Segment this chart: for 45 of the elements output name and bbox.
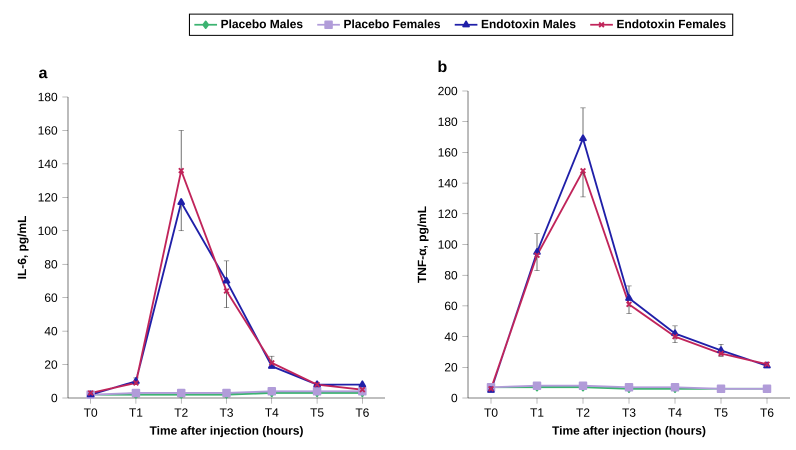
x-tick-label: T1 [129,408,142,417]
y-tick-label: 140 [38,160,58,168]
legend-label: Endotoxin Females [617,19,726,28]
x-tick-label: T3 [220,408,233,417]
y-tick-label: 80 [444,270,458,280]
legend-label: Placebo Males [221,19,303,28]
y-tick-label: 60 [444,302,458,310]
y-tick-label: 40 [444,332,458,341]
chart-title: a [39,70,48,78]
x-tick-label: T6 [760,408,774,417]
x-tick-label: T1 [530,408,544,417]
x-tick-label: T4 [668,408,682,417]
legend-label: Placebo Females [344,19,440,28]
x-axis-title: Time after injection (hours) [150,426,303,438]
y-tick-label: 160 [438,148,458,157]
y-tick-label: 180 [438,117,458,126]
x-tick-label: T5 [310,408,324,417]
x-tick-label: T6 [356,408,369,417]
y-tick-label: 120 [38,193,58,202]
y-axis-title: IL-6, pg/mL [17,216,29,279]
y-tick-label: 160 [38,126,58,135]
x-tick-label: T2 [174,408,188,417]
y-tick-label: 40 [44,326,58,336]
y-tick-label: 140 [438,178,458,188]
y-tick-label: 120 [438,210,458,218]
x-tick-label: T0 [484,408,498,417]
y-tick-label: 100 [438,240,458,249]
x-tick-label: T3 [622,408,636,417]
x-axis-title: Time after injection (hours) [552,426,706,438]
y-tick-label: 100 [38,226,58,236]
y-tick-label: 0 [51,394,58,402]
x-tick-label: T0 [84,408,98,417]
y-tick-label: 180 [38,92,58,102]
x-tick-label: T2 [576,408,590,417]
x-tick-label: T5 [714,408,728,417]
x-tick-label: T4 [265,408,278,417]
y-tick-label: 200 [438,86,458,96]
legend-label: Endotoxin Males [482,19,576,28]
y-tick-label: 20 [44,360,58,369]
y-tick-label: 20 [444,363,458,372]
y-tick-label: 80 [44,260,58,268]
y-tick-label: 60 [44,293,58,302]
y-tick-label: 0 [451,394,458,402]
chart-title: b [438,60,447,72]
y-axis-title: TNF-α, pg/mL [417,206,429,283]
